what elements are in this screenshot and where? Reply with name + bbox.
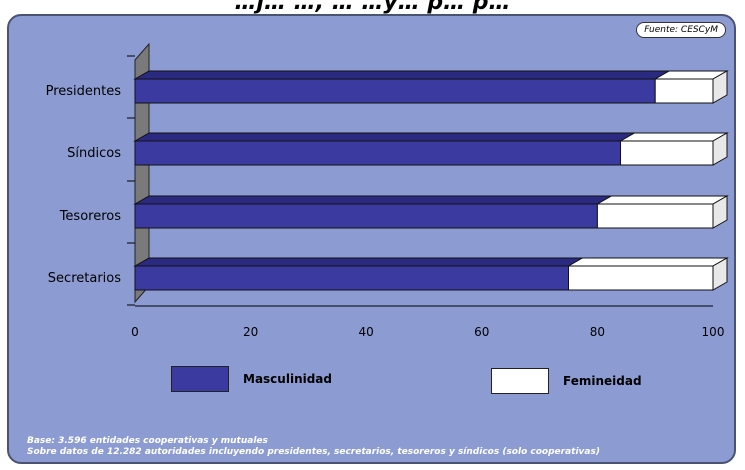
bar-presidentes-femineidad (654, 78, 714, 104)
chart-title: …j… …, … …y… p… p… (234, 0, 511, 15)
y-category-label-tesoreros: Tesoreros (59, 209, 122, 224)
legend-swatch-masculinidad (171, 366, 229, 392)
legend-item-femineidad: Femineidad (491, 368, 642, 394)
bar-sindicos-femineidad (620, 140, 714, 166)
legend-item-masculinidad: Masculinidad (171, 366, 332, 392)
x-tick-label: 40 (359, 325, 374, 339)
bar-side-sindicos (712, 132, 728, 166)
bar-top-presidentes-masculinidad (133, 70, 672, 80)
y-category-label-secretarios: Secretarios (48, 271, 121, 286)
y-category-label-presidentes: Presidentes (46, 84, 122, 99)
bar-top-tesoreros-femineidad (595, 195, 729, 205)
bar-secretarios-femineidad (568, 265, 714, 291)
x-tick-label: 60 (474, 325, 489, 339)
legend-swatch-femineidad (491, 368, 549, 394)
footnote-base: Base: 3.596 entidades cooperativas y mut… (27, 436, 268, 446)
bar-top-tesoreros-masculinidad (133, 195, 614, 205)
bar-top-sindicos-masculinidad (133, 132, 637, 142)
x-tick-label: 100 (702, 325, 725, 339)
bar-tesoreros-femineidad (596, 203, 714, 229)
bar-top-secretarios-masculinidad (133, 257, 585, 267)
bar-sindicos-masculinidad (134, 140, 622, 166)
x-tick-label: 20 (243, 325, 258, 339)
bar-top-secretarios-femineidad (566, 257, 729, 267)
legend-label-femineidad: Femineidad (563, 374, 642, 388)
footnotes: Base: 3.596 entidades cooperativas y mut… (27, 436, 600, 458)
bar-top-sindicos-femineidad (618, 132, 729, 142)
y-category-label-sindicos: Síndicos (67, 146, 121, 161)
bar-secretarios-masculinidad (134, 265, 569, 291)
footnote-detail: Sobre datos de 12.282 autoridades incluy… (27, 447, 600, 457)
bar-chart: 0 20 40 60 80 100 Presidentes Síndicos Tesoreros… (46, 42, 729, 339)
bar-tesoreros-masculinidad (134, 203, 598, 229)
x-tick-label: 80 (590, 325, 605, 339)
bar-presidentes-masculinidad (134, 78, 656, 104)
bar-side-secretarios (712, 257, 728, 291)
bar-side-presidentes (712, 70, 728, 104)
source-badge: Fuente: CESCyM (636, 22, 726, 38)
chart-panel: Fuente: CESCyM 0 20 40 60 80 100 Presidentes Sí… (7, 14, 736, 464)
bar-side-tesoreros (712, 195, 728, 229)
legend-label-masculinidad: Masculinidad (243, 372, 332, 386)
x-tick-label: 0 (131, 325, 139, 339)
